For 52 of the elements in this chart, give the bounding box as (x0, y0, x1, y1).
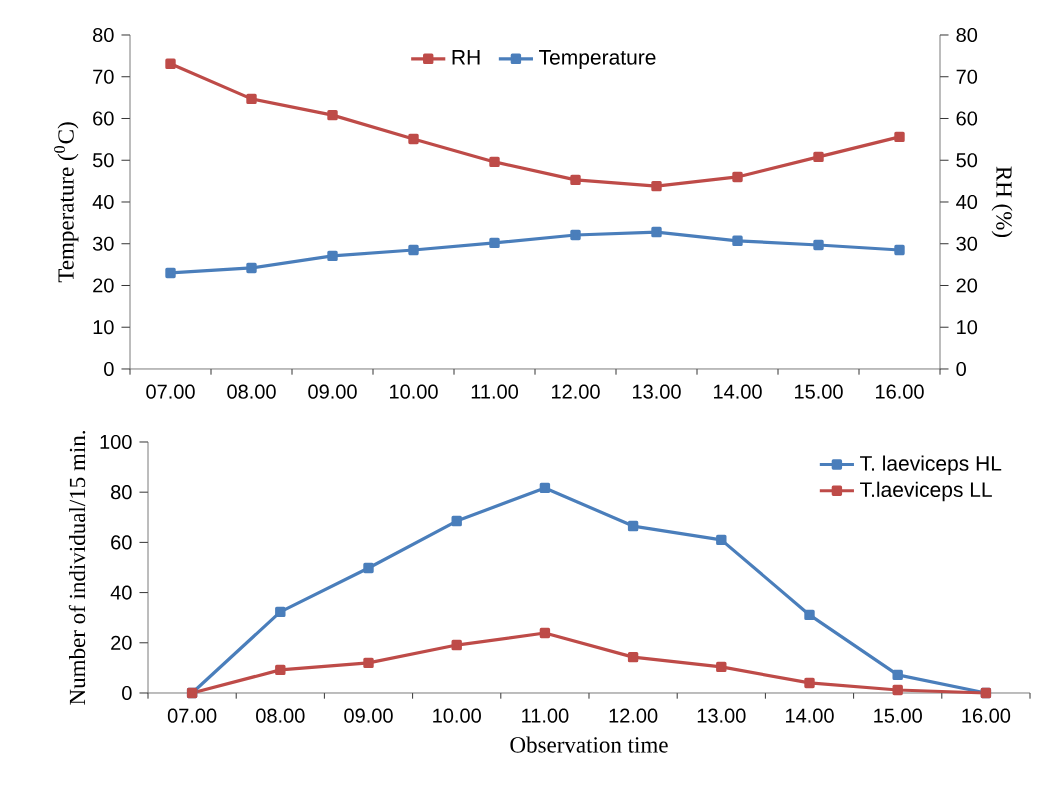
y2-tick-label: 30 (956, 236, 978, 251)
x-tick-label: 15.00 (874, 708, 922, 723)
legend-label: T.laeviceps LL (860, 481, 992, 502)
y-tick-label: 20 (111, 635, 132, 650)
x-tick-label: 14.00 (786, 708, 834, 723)
y-tick-label: 0 (104, 361, 114, 377)
y2-axis-title: RH (%) (991, 166, 1013, 238)
y-tick-label: 80 (93, 27, 114, 43)
x-tick-label: 15.00 (795, 384, 843, 399)
x-tick-label: 14.00 (714, 384, 762, 399)
x-tick-label: 08.00 (256, 708, 305, 723)
x-tick-label: 10.00 (390, 384, 438, 399)
x-tick-label: 13.00 (697, 708, 746, 723)
y2-tick-label: 20 (956, 278, 978, 293)
y2-tick-label: 40 (956, 194, 978, 210)
y-tick-label: 40 (92, 194, 114, 210)
y2-tick-label: 50 (956, 153, 978, 168)
legend-label: RH (452, 50, 480, 65)
y2-tick-label: 10 (957, 320, 978, 335)
x-tick-label: 16.00 (962, 708, 1011, 723)
x-tick-label: 07.00 (146, 384, 195, 399)
y-axis-title: Temperature ($^{0}$C) (54, 122, 79, 283)
y-tick-label: 50 (92, 153, 114, 168)
y-axis-title: Number of individual/15 min. (68, 431, 86, 705)
y-tick-label: 80 (111, 485, 132, 500)
x-axis-title: Observation time (510, 736, 668, 753)
y-tick-label: 10 (93, 320, 114, 335)
x-tick-label: 08.00 (227, 384, 276, 399)
y-tick-label: 0 (122, 685, 132, 701)
x-tick-label: 09.00 (344, 708, 393, 723)
x-tick-label: 07.00 (167, 708, 217, 723)
x-tick-label: 16.00 (876, 384, 924, 399)
x-tick-label: 13.00 (633, 384, 681, 399)
y-tick-label: 70 (93, 69, 114, 84)
y-tick-label: 100 (100, 434, 132, 450)
y-tick-label: 40 (110, 585, 132, 600)
y-tick-label: 60 (93, 111, 114, 126)
x-tick-label: 10.00 (433, 708, 481, 723)
y-tick-label: 60 (111, 535, 132, 550)
x-tick-label: 11.00 (522, 708, 569, 723)
y-tick-label: 30 (92, 236, 114, 251)
y2-tick-label: 70 (956, 69, 978, 84)
x-tick-label: 09.00 (308, 384, 357, 399)
y2-tick-label: 80 (956, 27, 978, 43)
x-tick-label: 12.00 (552, 384, 600, 399)
y2-tick-label: 0 (956, 361, 966, 377)
y2-tick-label: 60 (956, 111, 978, 126)
x-tick-label: 12.00 (609, 708, 658, 723)
legend-label: T. laeviceps HL (860, 455, 1002, 475)
legend-label: Temperature (539, 50, 656, 69)
x-tick-label: 11.00 (471, 384, 519, 399)
y-tick-label: 20 (93, 278, 114, 293)
